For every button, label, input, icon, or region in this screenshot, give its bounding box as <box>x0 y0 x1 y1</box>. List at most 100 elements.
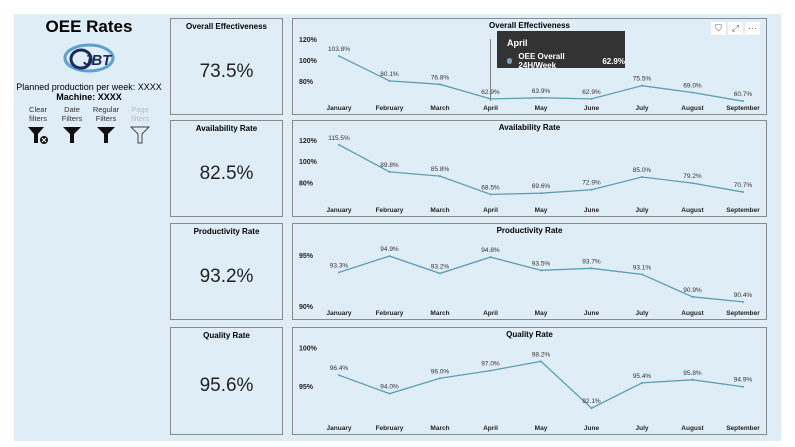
line-chart[interactable]: 80% 100% 120% 115.5% January 89.8% February 85.… <box>293 121 768 218</box>
kpi-value: 93.2% <box>199 265 254 287</box>
x-tick-label: April <box>483 310 498 317</box>
date-filters-button[interactable]: Date Filters <box>57 105 87 144</box>
logo-text: JBT <box>83 52 113 69</box>
data-label: 95.4% <box>633 373 652 380</box>
data-point <box>590 407 593 410</box>
data-point <box>439 272 441 275</box>
data-point <box>439 83 441 86</box>
x-tick-label: August <box>681 105 704 112</box>
data-point <box>388 79 391 82</box>
regular-filters-button[interactable]: Regular Filters <box>91 105 121 144</box>
x-tick-label: July <box>635 207 648 214</box>
data-label: 93.1% <box>633 264 652 271</box>
y-tick-label: 100% <box>299 346 318 353</box>
y-tick-label: 90% <box>299 304 314 311</box>
x-tick-label: January <box>327 425 352 432</box>
data-label: 94.9% <box>734 377 753 384</box>
tooltip-value: 62.9% <box>602 56 625 66</box>
x-tick-label: March <box>430 105 449 112</box>
x-tick-label: June <box>584 105 600 112</box>
x-tick-label: May <box>535 425 548 432</box>
chart-title: Availability Rate <box>498 123 561 132</box>
more-options-icon[interactable]: ··· <box>745 22 760 35</box>
series-line <box>338 360 744 410</box>
chart-quality-rate[interactable]: 95% 100% 96.4% January 94.0% February 96.0% Mar… <box>292 327 767 435</box>
data-point <box>489 369 492 372</box>
filter-outline-icon <box>130 126 150 144</box>
kpi-label: Overall Effectiveness <box>186 22 267 31</box>
chart-availability-rate[interactable]: 80% 100% 120% 115.5% January 89.8% February 85.… <box>292 120 767 217</box>
data-label: 95.8% <box>683 370 702 377</box>
x-tick-label: May <box>535 310 548 317</box>
data-point <box>489 97 492 100</box>
machine-label: Machine: XXXX <box>56 92 122 102</box>
data-point <box>388 392 391 395</box>
kpi-value: 95.6% <box>199 374 254 396</box>
data-label: 70.7% <box>734 182 753 189</box>
data-point <box>540 269 542 272</box>
x-tick-label: June <box>584 310 600 317</box>
line-chart[interactable]: 95% 100% 96.4% January 94.0% February 96.0% Mar… <box>293 328 768 436</box>
y-tick-label: 80% <box>299 180 314 187</box>
x-tick-label: September <box>726 207 760 214</box>
data-point <box>388 255 391 258</box>
kpi-value: 82.5% <box>199 162 254 184</box>
data-point <box>641 381 643 384</box>
x-tick-label: June <box>584 207 600 214</box>
data-point <box>691 295 694 298</box>
data-label: 89.8% <box>380 162 399 169</box>
x-tick-label: February <box>376 207 404 214</box>
chart-productivity-rate[interactable]: 90% 95% 93.3% January 94.9% February 93.2% Marc… <box>292 223 767 320</box>
x-tick-label: April <box>483 425 498 432</box>
data-label: 62.9% <box>582 89 601 96</box>
data-label: 98.2% <box>532 351 551 358</box>
data-label: 96.0% <box>431 368 450 375</box>
x-tick-label: February <box>376 310 404 317</box>
line-chart[interactable]: 90% 95% 93.3% January 94.9% February 93.2% Marc… <box>293 224 768 321</box>
data-point <box>742 100 744 103</box>
data-label: 103.8% <box>328 46 350 53</box>
chart-title: Overall Effectiveness <box>489 21 570 30</box>
planned-production: Planned production per week: XXXX <box>16 82 162 92</box>
data-label: 115.5% <box>328 135 350 142</box>
kpi-value: 73.5% <box>199 60 254 82</box>
data-label: 76.8% <box>431 74 450 81</box>
focus-mode-icon[interactable]: ⤢ <box>728 22 743 35</box>
x-tick-label: September <box>726 425 760 432</box>
line-chart[interactable]: 80% 100% 120% 103.8% January 80.1% February 76.… <box>293 19 768 116</box>
data-label: 80.1% <box>380 71 399 78</box>
page-filters-button[interactable]: Page filters <box>125 105 155 144</box>
x-tick-label: May <box>535 105 548 112</box>
data-point <box>691 378 694 381</box>
y-tick-label: 100% <box>299 159 318 166</box>
x-tick-label: April <box>483 105 498 112</box>
kpi-card-productivity: Productivity Rate 93.2% <box>170 223 283 320</box>
data-point <box>439 377 441 380</box>
x-tick-label: January <box>327 105 352 112</box>
page-filters-label: Page filters <box>131 105 149 123</box>
filter-icon <box>63 127 81 143</box>
page-title: OEE Rates <box>45 17 133 36</box>
x-tick-label: March <box>430 425 449 432</box>
kpi-label: Availability Rate <box>195 124 258 133</box>
y-tick-label: 95% <box>299 384 314 391</box>
tooltip: April OEE Overall 24H/Week 62.9% <box>497 31 625 70</box>
data-label: 85.8% <box>431 166 450 173</box>
series-dot-icon <box>507 58 513 64</box>
data-point <box>641 273 643 276</box>
data-point <box>338 143 340 146</box>
data-point <box>489 193 492 196</box>
data-point <box>388 170 391 173</box>
data-label: 85.0% <box>633 167 652 174</box>
data-point <box>742 385 744 388</box>
data-label: 94.9% <box>380 246 399 253</box>
clear-filters-button[interactable]: Clear filters <box>23 105 53 144</box>
kpi-card-overall-effectiveness: Overall Effectiveness 73.5% <box>170 18 283 115</box>
x-tick-label: September <box>726 105 760 112</box>
tooltip-series: OEE Overall 24H/Week <box>518 52 565 70</box>
x-tick-label: September <box>726 310 760 317</box>
x-tick-label: March <box>430 310 449 317</box>
x-tick-label: July <box>635 105 648 112</box>
data-label: 63.9% <box>532 88 551 95</box>
filter-icon[interactable]: ⛉ <box>711 22 726 35</box>
